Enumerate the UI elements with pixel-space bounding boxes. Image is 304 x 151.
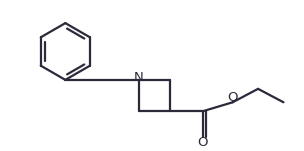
Text: N: N	[134, 71, 143, 84]
Text: O: O	[227, 91, 238, 104]
Text: O: O	[198, 135, 208, 149]
